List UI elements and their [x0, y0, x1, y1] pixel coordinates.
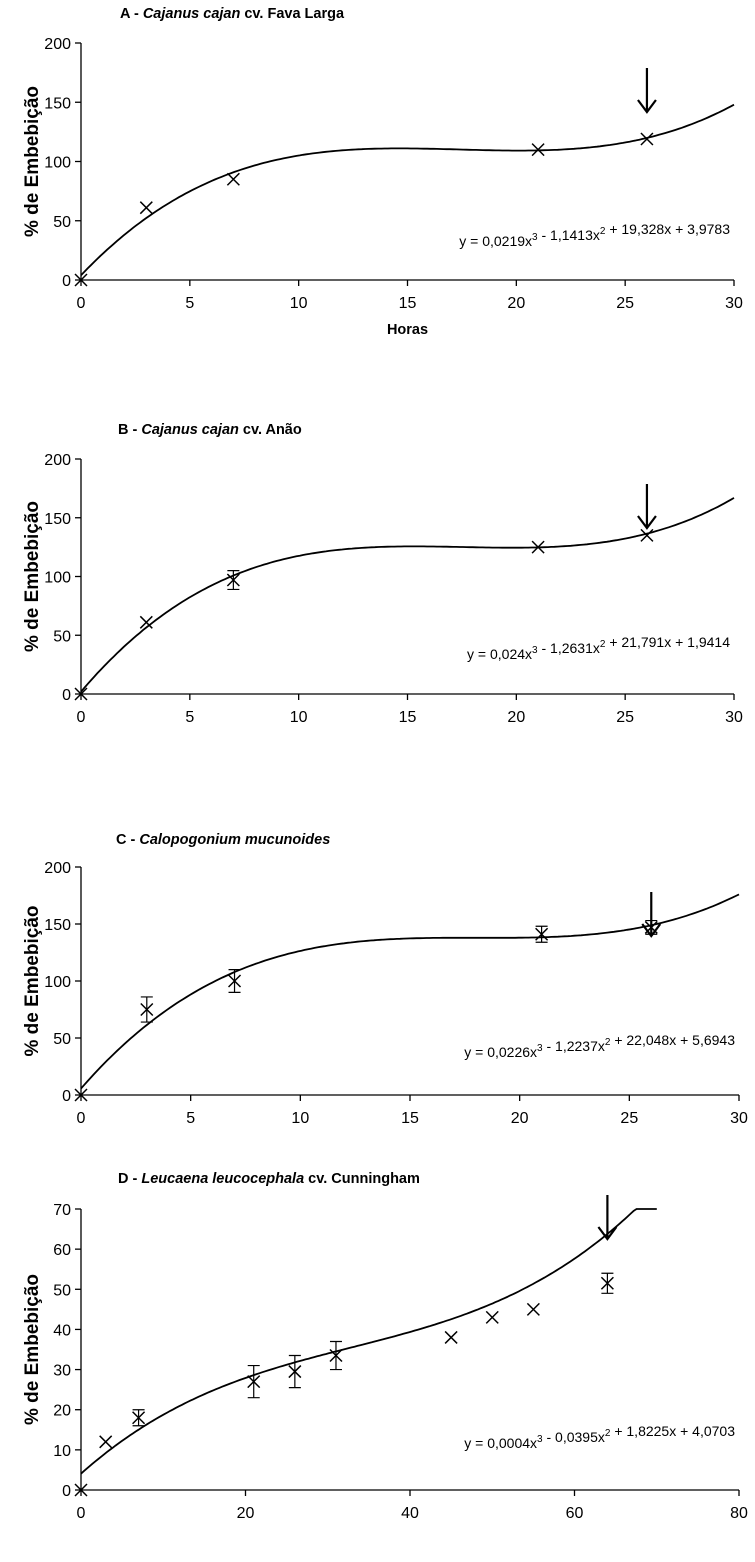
y-tick-label: 200: [44, 36, 71, 53]
data-point: [600, 1276, 614, 1290]
x-tick-label: 5: [186, 1110, 195, 1127]
x-tick-label: 30: [725, 709, 743, 726]
x-tick-label: 0: [77, 1505, 86, 1522]
y-tick-label: 0: [62, 1088, 71, 1105]
x-tick-label: 20: [237, 1505, 255, 1522]
x-tick-label: 10: [290, 295, 308, 312]
x-tick-label: 20: [511, 1110, 529, 1127]
y-tick-label: 70: [53, 1202, 71, 1219]
fit-curve: [80, 893, 740, 1090]
data-point: [226, 573, 240, 587]
x-tick-label: 0: [77, 1110, 86, 1127]
y-tick-label: 50: [53, 1031, 71, 1048]
data-point: [228, 974, 242, 988]
chart-panel-b: 0 50 100 150 200 0 5 10 15 20 25 30 B - Cajanus caja…: [22, 422, 743, 726]
data-point: [329, 1348, 343, 1363]
data-point: [139, 615, 153, 629]
data-point: [535, 927, 549, 941]
x-tick-label: 30: [725, 295, 743, 312]
x-tick-label: 10: [290, 709, 308, 726]
fit-curve: [80, 497, 735, 693]
y-tick-label: 150: [44, 511, 71, 528]
y-axis-label: % de Embebição: [22, 86, 43, 237]
data-point: [247, 1375, 261, 1389]
x-axis-label: Horas: [387, 322, 428, 338]
x-tick-label: 20: [507, 295, 525, 312]
data-point: [531, 540, 545, 554]
arrow-indicator: [641, 892, 662, 938]
x-tick-label: 60: [566, 1505, 584, 1522]
y-tick-label: 200: [44, 860, 71, 877]
data-point: [140, 1002, 154, 1017]
arrow-indicator: [637, 68, 657, 114]
x-tick-label: 0: [77, 709, 86, 726]
chart-panel-c: 0 50 100 150 200 0 5 10 15 20 25 30 C - Calopogonium…: [22, 832, 748, 1127]
y-axis-label: % de Embebição: [22, 1274, 43, 1425]
y-tick-label: 100: [44, 974, 71, 991]
y-tick-label: 30: [53, 1363, 71, 1380]
y-tick-label: 50: [53, 628, 71, 645]
y-tick-label: 150: [44, 95, 71, 112]
arrow-indicator: [597, 1195, 618, 1241]
x-tick-label: 40: [401, 1505, 419, 1522]
y-tick-label: 0: [62, 687, 71, 704]
regression-equation: y = 0,024x3 - 1,2631x2 + 21,791x + 1,941…: [467, 634, 730, 662]
data-point: [444, 1330, 458, 1344]
y-axis-label: % de Embebição: [22, 501, 43, 652]
chart-title: D - Leucaena leucocephala cv. Cunningham: [118, 1171, 420, 1187]
y-tick-label: 50: [53, 1282, 71, 1299]
data-point: [74, 687, 88, 701]
y-tick-label: 60: [53, 1242, 71, 1259]
x-tick-label: 0: [77, 295, 86, 312]
data-point: [288, 1365, 302, 1379]
chart-panel-d: 0 10 20 30 40 50 60 70 0 20 40 60 80 D - Leucaena leu…: [22, 1171, 748, 1522]
x-tick-label: 15: [399, 709, 417, 726]
y-tick-label: 50: [53, 214, 71, 231]
x-tick-label: 15: [401, 1110, 419, 1127]
x-tick-label: 10: [291, 1110, 309, 1127]
y-tick-label: 200: [44, 452, 71, 469]
data-point: [640, 528, 654, 542]
data-point: [640, 132, 654, 146]
chart-title: C - Calopogonium mucunoides: [116, 832, 330, 848]
data-point: [139, 201, 153, 215]
arrow-indicator: [637, 484, 657, 530]
y-tick-label: 0: [62, 273, 71, 290]
data-point: [74, 273, 88, 287]
data-point: [99, 1435, 113, 1449]
y-tick-label: 10: [53, 1443, 71, 1460]
fit-curve: [80, 103, 735, 276]
data-point: [74, 1088, 88, 1102]
data-point: [485, 1310, 499, 1324]
x-tick-label: 80: [730, 1505, 748, 1522]
y-tick-label: 100: [44, 155, 71, 172]
chart-title: B - Cajanus cajan cv. Anão: [118, 422, 302, 438]
x-tick-label: 15: [399, 295, 417, 312]
y-tick-label: 100: [44, 570, 71, 587]
x-tick-label: 25: [620, 1110, 638, 1127]
fit-curve: [80, 1208, 657, 1475]
data-point: [226, 172, 240, 186]
data-point: [526, 1302, 540, 1316]
regression-equation: y = 0,0226x3 - 1,2237x2 + 22,048x + 5,69…: [464, 1032, 735, 1060]
y-axis-label: % de Embebição: [22, 906, 43, 1057]
chart-title: A - Cajanus cajan cv. Fava Larga: [120, 6, 345, 22]
chart-panel-a: 0 50 100 150 200 0 5 10 15 20 25 30 A - Cajanus caja…: [22, 6, 743, 338]
y-tick-label: 0: [62, 1483, 71, 1500]
y-tick-label: 20: [53, 1403, 71, 1420]
data-point: [74, 1483, 88, 1497]
x-tick-label: 5: [185, 709, 194, 726]
x-tick-label: 20: [507, 709, 525, 726]
regression-equation: y = 0,0004x3 - 0,0395x2 + 1,8225x + 4,07…: [464, 1423, 735, 1451]
y-tick-label: 40: [53, 1322, 71, 1339]
regression-equation: y = 0,0219x3 - 1,1413x2 + 19,328x + 3,97…: [459, 221, 730, 249]
data-point: [132, 1411, 146, 1425]
x-tick-label: 5: [185, 295, 194, 312]
x-tick-label: 25: [616, 709, 634, 726]
x-tick-label: 25: [616, 295, 634, 312]
y-tick-label: 150: [44, 917, 71, 934]
data-point: [531, 143, 545, 157]
x-tick-label: 30: [730, 1110, 748, 1127]
